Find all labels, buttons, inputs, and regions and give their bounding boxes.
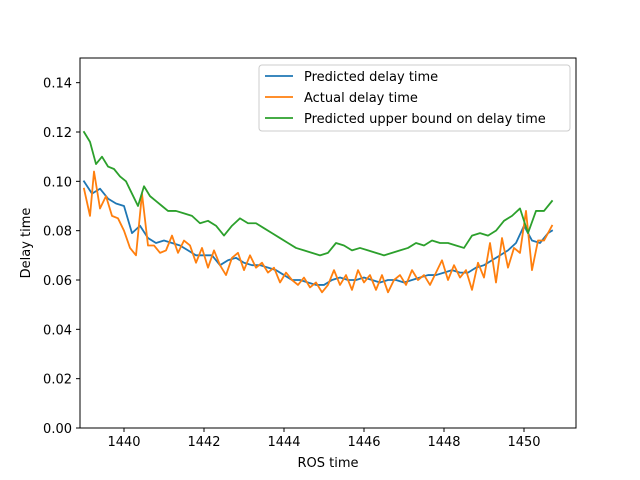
axes-frame xyxy=(79,57,577,429)
x-axis-label: ROS time xyxy=(297,456,358,471)
legend-box xyxy=(258,64,571,132)
x-tick-label: 1446 xyxy=(347,435,380,450)
x-tick-label: 1448 xyxy=(427,435,460,450)
y-tick-label: 0.10 xyxy=(43,175,72,190)
axis-layer: 1440 1442 1444 1446 1448 1450 0.00 0.02 0.04 0.06… xyxy=(43,57,577,450)
legend: Predicted delay time Actual delay time Pre… xyxy=(258,64,571,132)
legend-label-2: Predicted upper bound on delay time xyxy=(304,112,546,127)
y-tick-label: 0.12 xyxy=(43,126,72,141)
y-tick-label: 0.14 xyxy=(43,77,72,92)
x-tick-label: 1444 xyxy=(267,435,300,450)
y-tick-label: 0.02 xyxy=(43,373,72,388)
series-layer xyxy=(82,130,554,294)
x-tick-label: 1440 xyxy=(107,435,140,450)
series-line-1 xyxy=(82,170,554,294)
y-tick-label: 0.06 xyxy=(43,274,72,289)
legend-label-1: Actual delay time xyxy=(304,91,418,106)
y-tick-label: 0.00 xyxy=(43,422,72,437)
x-tick-label: 1442 xyxy=(187,435,220,450)
x-tick-label: 1450 xyxy=(507,435,540,450)
y-axis-label: Delay time xyxy=(19,208,34,279)
y-tick-label: 0.04 xyxy=(43,323,72,338)
y-tick-label: 0.08 xyxy=(43,225,72,240)
legend-label-0: Predicted delay time xyxy=(304,70,438,85)
series-line-2 xyxy=(82,130,554,257)
